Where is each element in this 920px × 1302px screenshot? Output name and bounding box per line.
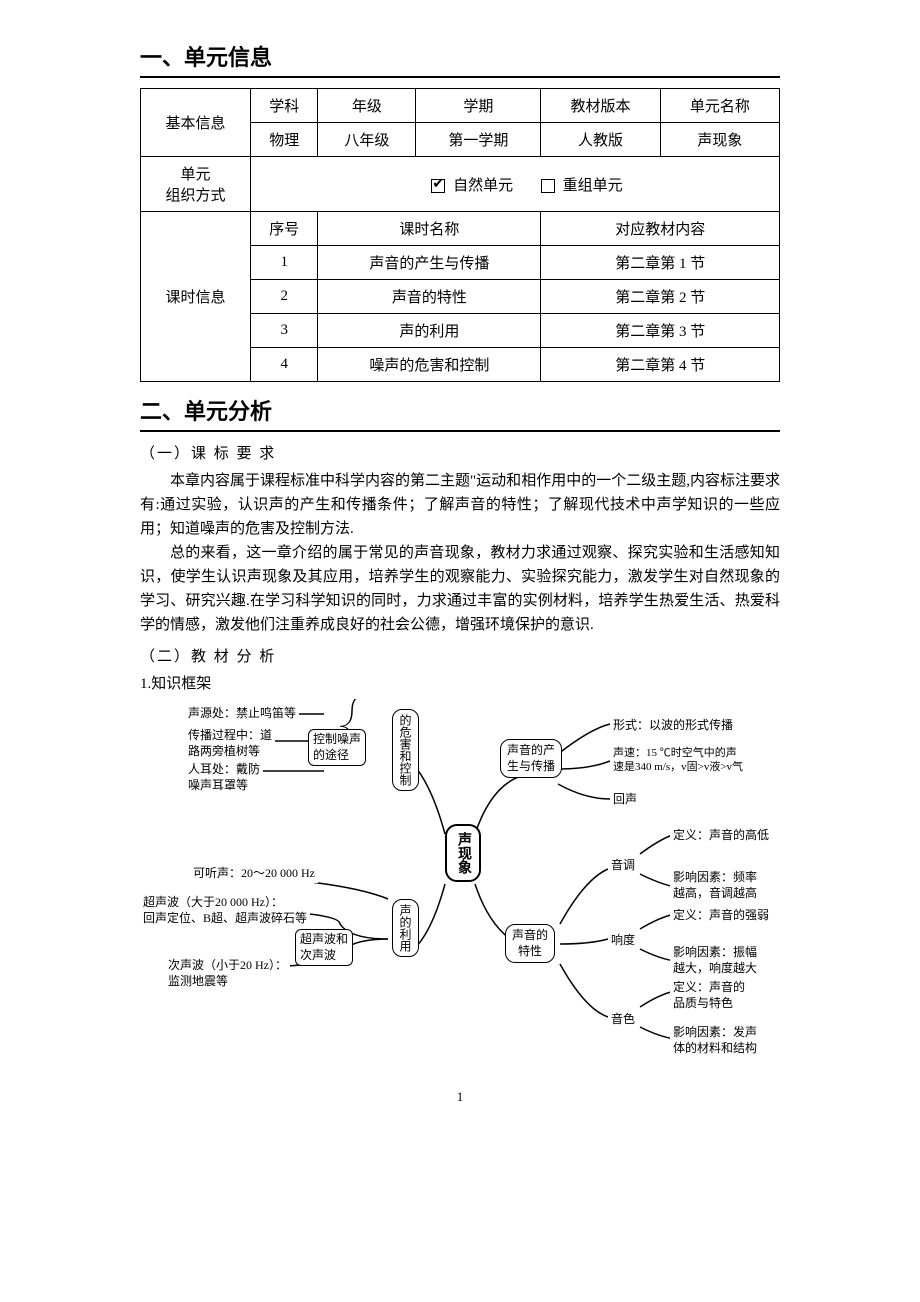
mindmap-node: 回声 bbox=[610, 791, 640, 809]
cell: 第一学期 bbox=[416, 123, 541, 157]
mindmap-node: 形式：以波的形式传播 bbox=[610, 717, 736, 735]
checkbox-reorg-label: 重组单元 bbox=[563, 178, 623, 194]
section2-title: 二、单元分析 bbox=[140, 394, 780, 432]
subhead-1: （一）课 标 要 求 bbox=[140, 442, 780, 463]
mindmap-node: 声速：15 ℃时空气中的声 速是340 m/s，v固>v液>v气 bbox=[610, 745, 746, 776]
cell: 学科 bbox=[251, 89, 318, 123]
cell-org-options: 自然单元 重组单元 bbox=[251, 157, 780, 212]
cell: 序号 bbox=[251, 212, 318, 246]
cell: 声音的产生与传播 bbox=[318, 246, 541, 280]
mindmap-box-property: 声音的 特性 bbox=[505, 924, 555, 963]
table-row: 基本信息 学科 年级 学期 教材版本 单元名称 bbox=[141, 89, 780, 123]
mindmap-node: 超声波和 次声波 bbox=[295, 929, 353, 966]
unit-info-table: 基本信息 学科 年级 学期 教材版本 单元名称 物理 八年级 第一学期 人教版 … bbox=[140, 88, 780, 382]
checkbox-natural-icon bbox=[431, 179, 445, 193]
mindmap-node: 响度 bbox=[608, 932, 638, 950]
checkbox-natural-label: 自然单元 bbox=[453, 178, 513, 194]
numhead-1: 1.知识框架 bbox=[140, 672, 780, 693]
cell: 课时名称 bbox=[318, 212, 541, 246]
cell: 年级 bbox=[318, 89, 416, 123]
cell: 1 bbox=[251, 246, 318, 280]
mindmap-node: 音色 bbox=[608, 1011, 638, 1029]
table-row: 课时信息 序号 课时名称 对应教材内容 bbox=[141, 212, 780, 246]
cell: 物理 bbox=[251, 123, 318, 157]
page-number: 1 bbox=[140, 1089, 780, 1105]
cell: 八年级 bbox=[318, 123, 416, 157]
cell-org-label: 单元 组织方式 bbox=[141, 157, 251, 212]
knowledge-mindmap: 声现象 的危害和控制 声的利用 声音的产 生与传播 声音的 特性 控制噪声 的途… bbox=[140, 699, 780, 1059]
mindmap-node: 超声波（大于20 000 Hz）： 回声定位、B超、超声波碎石等 bbox=[140, 894, 310, 927]
cell: 第二章第 1 节 bbox=[541, 246, 780, 280]
mindmap-node: 次声波（小于20 Hz）： 监测地震等 bbox=[165, 957, 290, 990]
cell: 声现象 bbox=[660, 123, 779, 157]
subhead-2: （二）教 材 分 析 bbox=[140, 645, 780, 666]
mindmap-node: 声源处：禁止鸣笛等 bbox=[185, 705, 299, 723]
cell: 2 bbox=[251, 280, 318, 314]
cell: 第二章第 3 节 bbox=[541, 314, 780, 348]
cell: 3 bbox=[251, 314, 318, 348]
mindmap-node: 影响因素：发声 体的材料和结构 bbox=[670, 1024, 760, 1057]
cell: 第二章第 4 节 bbox=[541, 348, 780, 382]
cell-lesson-label: 课时信息 bbox=[141, 212, 251, 382]
mindmap-node: 可听声：20～20 000 Hz bbox=[190, 865, 318, 883]
mindmap-branch-use: 声的利用 bbox=[392, 899, 419, 957]
mindmap-node: 定义：声音的 品质与特色 bbox=[670, 979, 748, 1012]
cell: 声的利用 bbox=[318, 314, 541, 348]
mindmap-node: 音调 bbox=[608, 857, 638, 875]
paragraph: 本章内容属于课程标准中科学内容的第二主题"运动和相作用中的一个二级主题,内容标注… bbox=[140, 469, 780, 541]
cell: 第二章第 2 节 bbox=[541, 280, 780, 314]
mindmap-node: 人耳处：戴防 噪声耳罩等 bbox=[185, 761, 263, 794]
mindmap-node: 控制噪声 的途径 bbox=[308, 729, 366, 766]
cell: 对应教材内容 bbox=[541, 212, 780, 246]
cell: 声音的特性 bbox=[318, 280, 541, 314]
cell: 学期 bbox=[416, 89, 541, 123]
mindmap-node: 影响因素：振幅 越大，响度越大 bbox=[670, 944, 760, 977]
cell-basic-label: 基本信息 bbox=[141, 89, 251, 157]
cell: 4 bbox=[251, 348, 318, 382]
mindmap-node: 定义：声音的高低 bbox=[670, 827, 772, 845]
cell: 人教版 bbox=[541, 123, 660, 157]
checkbox-reorg-icon bbox=[541, 179, 555, 193]
table-row: 单元 组织方式 自然单元 重组单元 bbox=[141, 157, 780, 212]
cell: 教材版本 bbox=[541, 89, 660, 123]
mindmap-node: 影响因素：频率 越高，音调越高 bbox=[670, 869, 760, 902]
mindmap-node: 定义：声音的强弱 bbox=[670, 907, 772, 925]
mindmap-node: 传播过程中：道 路两旁植树等 bbox=[185, 727, 275, 760]
section1-title: 一、单元信息 bbox=[140, 40, 780, 78]
mindmap-box-produce: 声音的产 生与传播 bbox=[500, 739, 562, 778]
mindmap-center-node: 声现象 bbox=[445, 824, 481, 882]
paragraph: 总的来看，这一章介绍的属于常见的声音现象，教材力求通过观察、探究实验和生活感知知… bbox=[140, 541, 780, 637]
cell: 单元名称 bbox=[660, 89, 779, 123]
mindmap-branch-noise: 的危害和控制 bbox=[392, 709, 419, 791]
cell: 噪声的危害和控制 bbox=[318, 348, 541, 382]
